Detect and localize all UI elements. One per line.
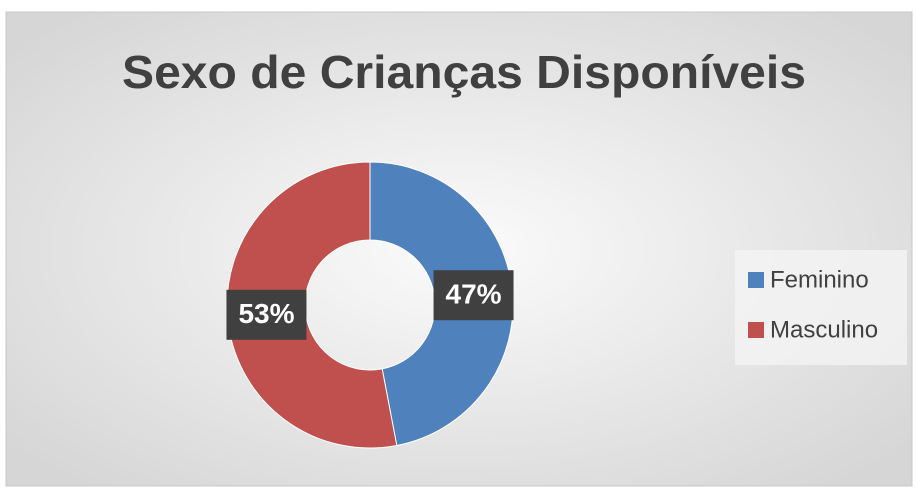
legend-marker bbox=[748, 272, 764, 288]
legend-marker bbox=[748, 322, 764, 338]
legend-label: Masculino bbox=[770, 316, 878, 343]
legend-label: Feminino bbox=[770, 266, 869, 293]
legend-box bbox=[735, 250, 907, 365]
data-label-box bbox=[433, 270, 514, 321]
data-label: 53% bbox=[238, 298, 294, 329]
data-label-box bbox=[226, 289, 307, 340]
data-label: 47% bbox=[446, 279, 502, 310]
chart-title: Sexo de Crianças Disponíveis bbox=[122, 46, 806, 98]
donut-slice bbox=[226, 161, 398, 449]
